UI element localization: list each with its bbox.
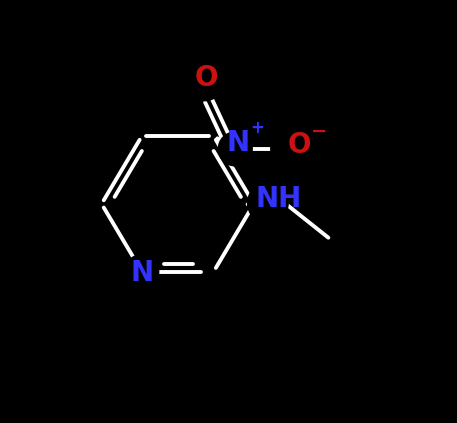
Circle shape — [271, 133, 303, 165]
Text: +: + — [250, 119, 264, 137]
Circle shape — [125, 255, 159, 288]
Text: N: N — [130, 259, 154, 287]
Circle shape — [189, 69, 221, 101]
Circle shape — [248, 183, 288, 223]
Text: N: N — [226, 129, 250, 157]
Text: NH: NH — [255, 185, 302, 213]
Text: O: O — [288, 131, 311, 159]
Circle shape — [218, 132, 252, 166]
Text: −: − — [311, 122, 328, 140]
Text: O: O — [195, 64, 218, 92]
